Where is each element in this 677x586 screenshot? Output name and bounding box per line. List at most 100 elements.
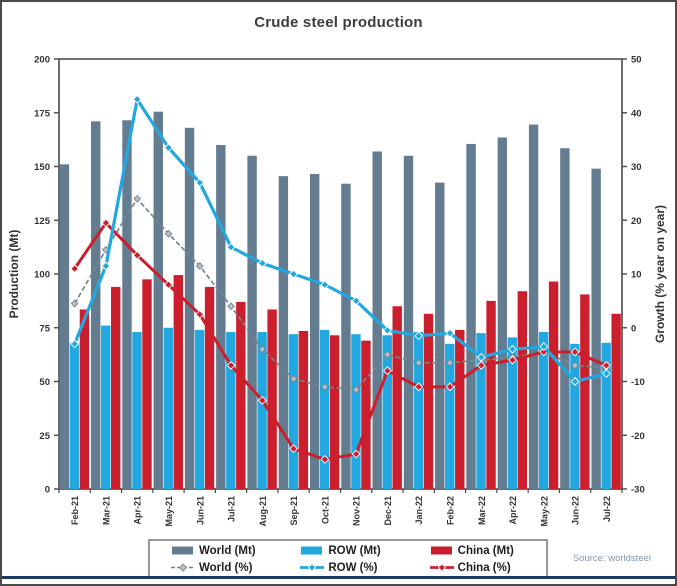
- marker-row: [70, 339, 80, 349]
- legend-label-world: World (%): [199, 561, 253, 574]
- marker-world: [258, 345, 267, 354]
- bar-row-mt: [163, 327, 173, 489]
- right-axis-tick-label: -20: [631, 431, 645, 442]
- bar-china-mt: [267, 309, 277, 489]
- bar-world-mt: [528, 124, 539, 489]
- right-axis-title: Growth (% year on year): [653, 205, 667, 343]
- legend-item-row: ROW (%): [283, 562, 412, 574]
- marker-row: [414, 331, 424, 341]
- marker-world: [195, 262, 204, 270]
- marker-row: [289, 269, 299, 279]
- bar-china-mt: [392, 306, 402, 489]
- bar-row-mt: [257, 332, 267, 489]
- left-axis: 0 25 50 75 100 125 150 175 200: [34, 55, 59, 496]
- x-axis-month-label: Jan-22: [414, 496, 424, 525]
- x-axis-month-label: Jun-21: [195, 496, 205, 525]
- marker-world: [571, 361, 579, 370]
- marker-world: [164, 229, 173, 238]
- x-axis-month-label: Feb-22: [445, 496, 455, 525]
- left-axis-tick-label: 200: [34, 55, 50, 66]
- bar-world-mt: [403, 155, 414, 489]
- marker-row: [382, 325, 392, 335]
- marker-china: [570, 347, 580, 357]
- bar-row-mt: [351, 334, 361, 489]
- marker-row: [226, 242, 236, 252]
- marker-china: [195, 309, 205, 319]
- right-axis-tick-label: 0: [631, 323, 636, 334]
- polyline-row: [73, 97, 607, 384]
- x-axis-month-label: May-22: [539, 496, 549, 527]
- legend-label-row-mt: ROW (Mt): [328, 544, 381, 557]
- marker-china: [351, 449, 361, 459]
- marker-row: [476, 352, 486, 362]
- bar-china-mt: [580, 294, 590, 489]
- marker-world: [383, 350, 392, 359]
- marker-world: [70, 299, 79, 308]
- x-axis-month-label: Oct-21: [320, 496, 330, 524]
- x-axis-month-label: May-21: [164, 496, 174, 527]
- bar-china-mt: [111, 286, 121, 489]
- marker-world: [352, 385, 361, 394]
- legend-swatch-bar: [430, 546, 452, 555]
- bars-row-mt: [69, 325, 611, 489]
- bar-china-mt: [298, 330, 309, 489]
- source-note: Source: worldsteel: [572, 553, 651, 564]
- bar-row-mt: [507, 337, 518, 489]
- bar-row-mt: [226, 332, 236, 489]
- marker-row: [132, 94, 142, 104]
- right-axis-tick-label: 40: [631, 108, 642, 119]
- left-axis-tick-label: 150: [34, 162, 50, 173]
- marker-china: [414, 382, 424, 392]
- bar-world-mt: [497, 137, 508, 489]
- legend-item-row-mt: ROW (Mt): [283, 545, 412, 557]
- bar-china-mt: [517, 291, 528, 489]
- marker-china: [382, 366, 392, 376]
- bar-world-mt: [278, 176, 289, 490]
- x-axis: Feb-21 Mar-21 Apr-21 May-21 Jun-21 Jul-21 Aug-…: [58, 489, 623, 527]
- bar-world-mt: [591, 168, 601, 489]
- bar-row-mt: [601, 342, 611, 489]
- marker-world: [414, 358, 423, 367]
- legend-label-world-mt: World (Mt): [199, 544, 256, 557]
- bar-row-mt: [101, 325, 111, 489]
- bar-world-mt: [435, 182, 445, 489]
- bar-row-mt: [476, 333, 486, 489]
- x-axis-month-label: Jun-22: [571, 496, 581, 525]
- legend-label-china-mt: China (Mt): [457, 544, 514, 557]
- marker-china: [164, 280, 173, 290]
- x-axis-month-label: Sep-21: [289, 496, 299, 526]
- marker-world: [320, 382, 329, 391]
- marker-china: [601, 360, 611, 370]
- left-axis-tick-label: 175: [34, 108, 51, 119]
- marker-world: [227, 302, 235, 311]
- legend-item-world-mt: World (Mt): [154, 545, 283, 557]
- bar-row-mt: [288, 334, 299, 489]
- bar-world-mt: [91, 121, 101, 489]
- bar-row-mt: [132, 332, 142, 489]
- marker-row: [508, 344, 517, 354]
- x-axis-month-label: Mar-22: [477, 496, 487, 525]
- marker-china: [257, 395, 267, 405]
- bar-china-mt: [173, 275, 183, 489]
- x-axis-month-label: Jul-22: [602, 496, 612, 522]
- marker-world: [289, 374, 298, 383]
- bar-china-mt: [611, 313, 621, 489]
- x-axis-month-label: Nov-21: [352, 496, 362, 526]
- marker-row: [195, 178, 205, 188]
- x-axis-month-label: Aug-21: [258, 496, 268, 527]
- legend-item-china-mt: China (Mt): [413, 545, 542, 557]
- legend-label-row: ROW (%): [328, 561, 378, 574]
- polyline-world: [73, 197, 607, 391]
- marker-china: [320, 454, 330, 464]
- bars-china-mt: [79, 275, 621, 489]
- marker-world: [446, 358, 454, 367]
- bar-row-mt: [413, 332, 424, 489]
- bar-china-mt: [423, 313, 434, 489]
- left-axis-tick-label: 100: [34, 270, 50, 281]
- bar-china-mt: [486, 300, 496, 489]
- bar-row-mt: [570, 343, 580, 489]
- bar-china-mt: [142, 279, 152, 489]
- bar-china-mt: [329, 335, 340, 489]
- x-axis-month-label: Apr-22: [508, 496, 518, 525]
- left-axis-tick-label: 50: [39, 377, 50, 388]
